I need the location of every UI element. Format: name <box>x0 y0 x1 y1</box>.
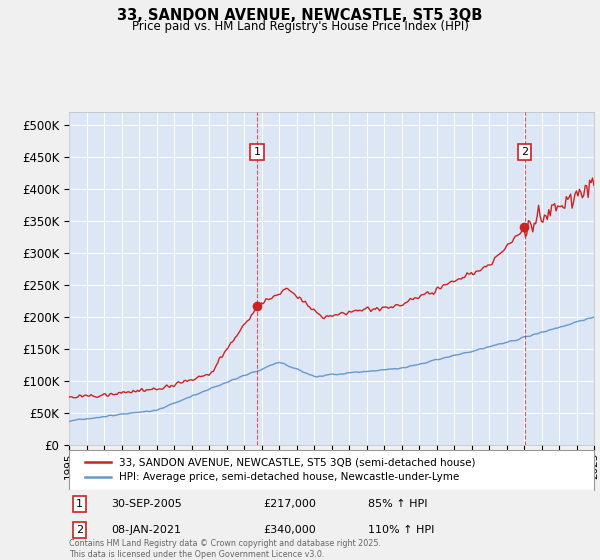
Text: £340,000: £340,000 <box>263 525 316 535</box>
Text: 1: 1 <box>254 147 260 157</box>
Text: Contains HM Land Registry data © Crown copyright and database right 2025.
This d: Contains HM Land Registry data © Crown c… <box>69 539 381 559</box>
Legend: 33, SANDON AVENUE, NEWCASTLE, ST5 3QB (semi-detached house), HPI: Average price,: 33, SANDON AVENUE, NEWCASTLE, ST5 3QB (s… <box>79 452 481 488</box>
Text: 08-JAN-2021: 08-JAN-2021 <box>111 525 181 535</box>
Text: 2: 2 <box>521 147 528 157</box>
Text: 30-SEP-2005: 30-SEP-2005 <box>111 499 182 509</box>
Text: 110% ↑ HPI: 110% ↑ HPI <box>368 525 434 535</box>
Text: Price paid vs. HM Land Registry's House Price Index (HPI): Price paid vs. HM Land Registry's House … <box>131 20 469 32</box>
Text: £217,000: £217,000 <box>263 499 316 509</box>
Text: 1: 1 <box>76 499 83 509</box>
Text: 33, SANDON AVENUE, NEWCASTLE, ST5 3QB: 33, SANDON AVENUE, NEWCASTLE, ST5 3QB <box>118 8 482 24</box>
Text: 2: 2 <box>76 525 83 535</box>
Text: 85% ↑ HPI: 85% ↑ HPI <box>368 499 428 509</box>
